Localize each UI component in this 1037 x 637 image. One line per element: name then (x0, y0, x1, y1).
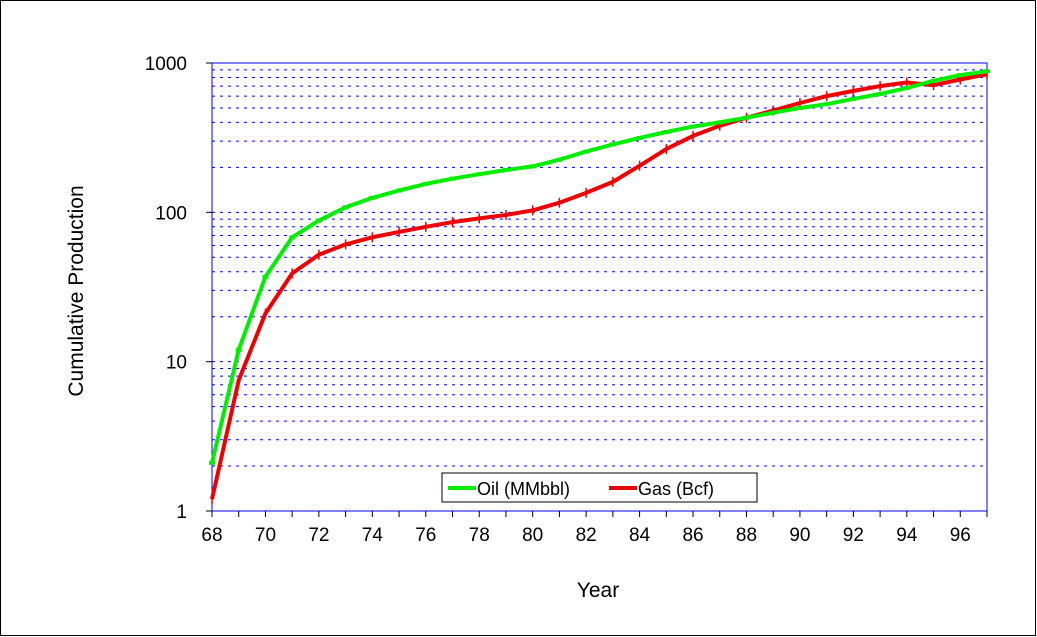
legend-gas-label: Gas (Bcf) (638, 479, 714, 499)
x-tick-label: 96 (950, 525, 971, 546)
series-layer (209, 69, 990, 505)
legend: Oil (MMbbl) Gas (Bcf) (441, 472, 758, 503)
legend-box (441, 472, 758, 503)
x-tick-label: 70 (255, 525, 276, 546)
x-tick-label: 86 (682, 525, 703, 546)
tick-layer: 1 10 100 1000 68 70 72 74 76 78 80 82 84 86 88 90 92 94 96 (145, 54, 988, 546)
x-tick-label: 78 (469, 525, 490, 546)
x-tick-label: 74 (362, 525, 384, 546)
x-tick-label: 84 (629, 525, 651, 546)
legend-oil-label: Oil (MMbbl) (477, 479, 570, 499)
x-tick-label: 80 (522, 525, 543, 546)
x-tick-label: 88 (736, 525, 757, 546)
series-line-oil (210, 69, 988, 464)
plot-area-border (211, 62, 988, 512)
y-tick-label: 1000 (145, 54, 187, 75)
x-tick-label: 82 (576, 525, 597, 546)
x-tick-label: 68 (201, 525, 222, 546)
x-tick-label: 76 (415, 525, 436, 546)
grid-layer (212, 69, 987, 467)
x-tick-label: 90 (789, 525, 810, 546)
y-axis-title: Cumulative Production (65, 185, 88, 396)
x-tick-label: 72 (308, 525, 329, 546)
y-tick-label: 1 (176, 502, 187, 523)
series-line-gas (210, 72, 988, 500)
x-tick-label: 92 (843, 525, 864, 546)
x-tick-label: 94 (896, 525, 918, 546)
y-tick-label: 100 (155, 203, 187, 224)
y-tick-label: 10 (166, 353, 187, 374)
x-axis-title: Year (577, 579, 619, 602)
